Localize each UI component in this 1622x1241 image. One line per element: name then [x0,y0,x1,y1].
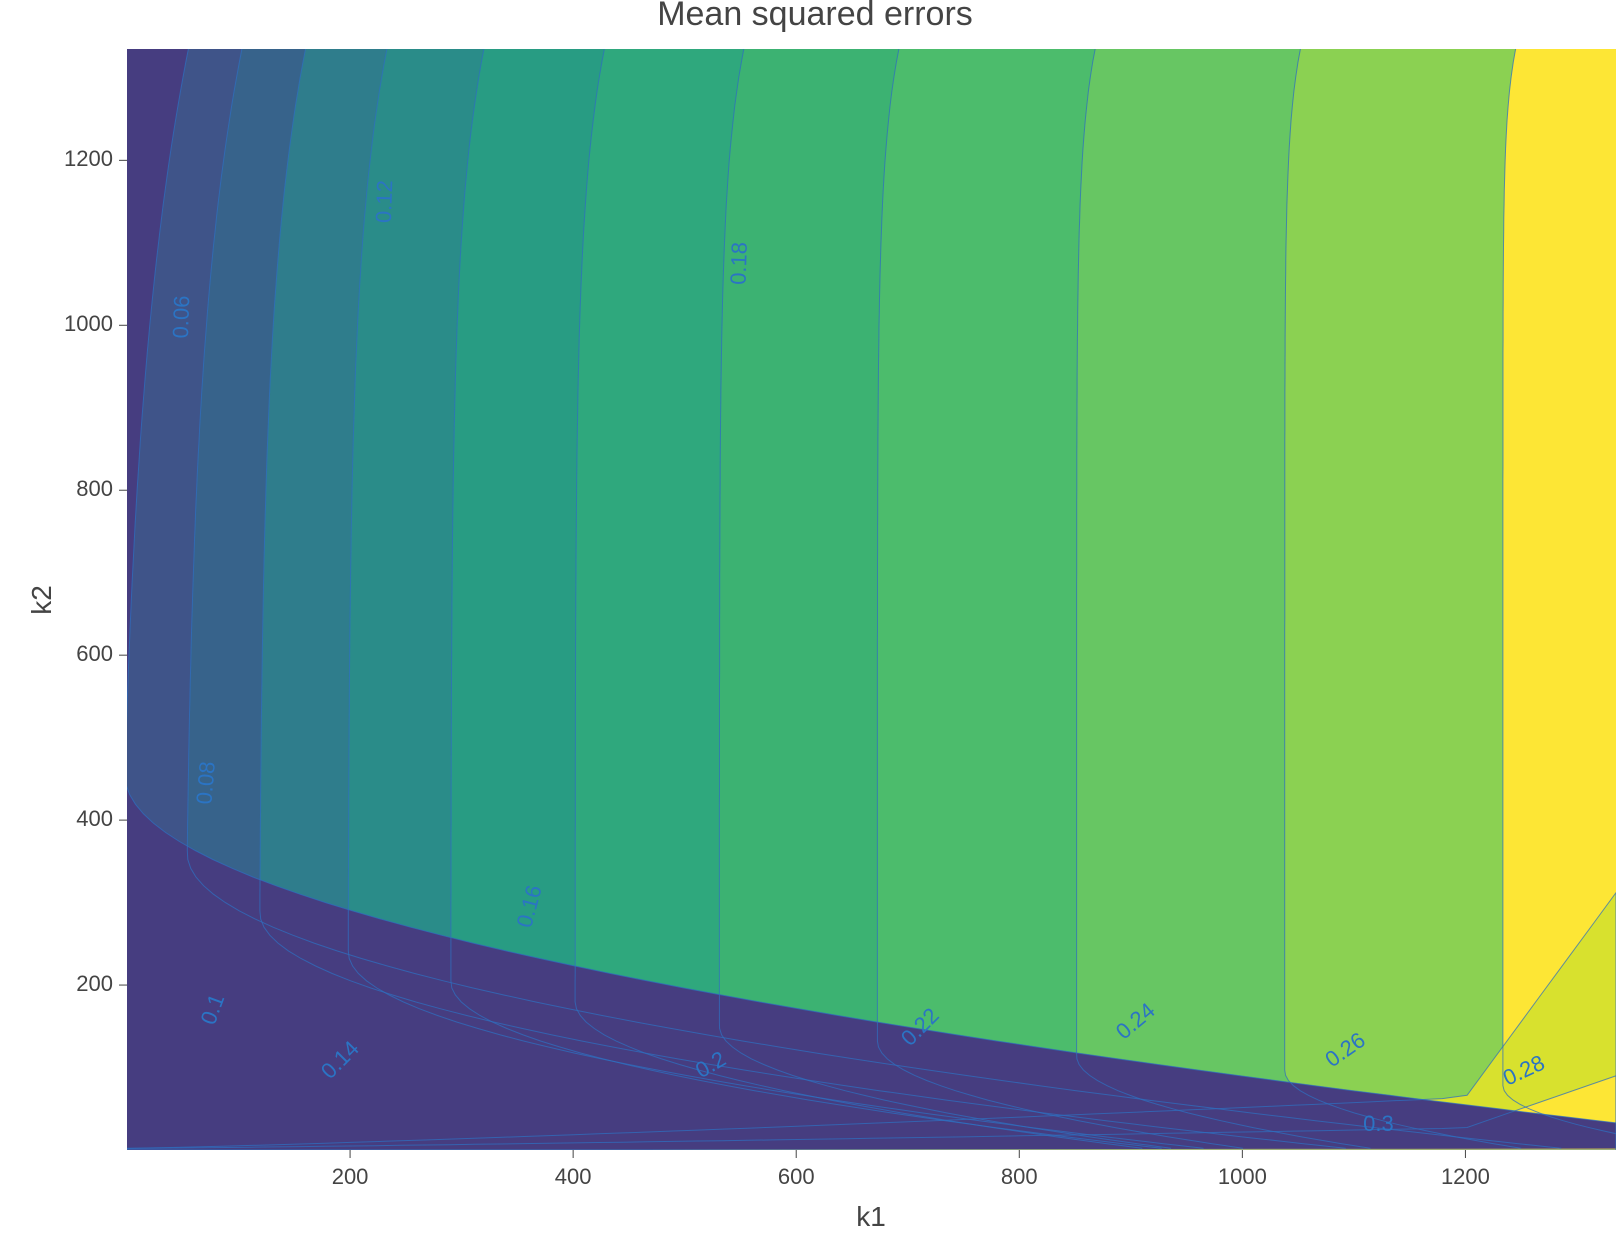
contour-label-0_08: 0.08 [191,760,220,805]
contour-line-0_1 [259,49,1346,1149]
contour-line-0_3 [127,1075,1616,1150]
x-tick-label: 1000 [1218,1164,1267,1189]
contour-label-0_3: 0.3 [1363,1111,1394,1136]
contour-label-0_12: 0.12 [371,180,397,224]
contour-fill-bands [127,49,1616,1150]
contour-line-0_12 [347,49,1204,1149]
band-below-0_06-left [127,49,1616,1150]
y-tick-label: 800 [76,476,113,501]
contour-line-0_26 [1502,49,1616,1135]
contour-line-0_18 [718,49,1172,1149]
y-tick-label: 400 [76,806,113,831]
contour-label-0_06: 0.06 [168,295,194,339]
contour-label-0_18: 0.18 [725,242,751,286]
y-tick-label: 1200 [64,146,113,171]
x-axis: 200 400 600 800 1000 1200 [332,1150,1490,1189]
contour-line-0_14 [450,49,1162,1149]
band-below-0_16 [127,49,1616,1150]
contour-line-0_16 [574,49,1143,1149]
x-tick-label: 400 [555,1164,592,1189]
contour-lines [127,49,1616,1150]
x-tick-label: 800 [1001,1164,1038,1189]
contour-line-0_22 [1076,49,1371,1149]
y-axis-title: k2 [26,585,57,615]
chart-title: Mean squared errors [657,0,973,33]
x-tick-label: 1200 [1441,1164,1490,1189]
y-tick-label: 600 [76,641,113,666]
x-tick-label: 600 [778,1164,815,1189]
y-axis: 200 400 600 800 1000 1200 [64,146,127,996]
contour-line-0_24 [1284,49,1522,1149]
x-tick-label: 200 [332,1164,369,1189]
contour-line-0_28 [127,891,1616,1150]
contour-line-0_06 [127,49,1616,1124]
contour-line-0_2 [876,49,1244,1149]
contour-line-0_08 [186,49,1562,1149]
y-tick-label: 200 [76,971,113,996]
y-tick-label: 1000 [64,311,113,336]
x-axis-title: k1 [856,1201,886,1232]
